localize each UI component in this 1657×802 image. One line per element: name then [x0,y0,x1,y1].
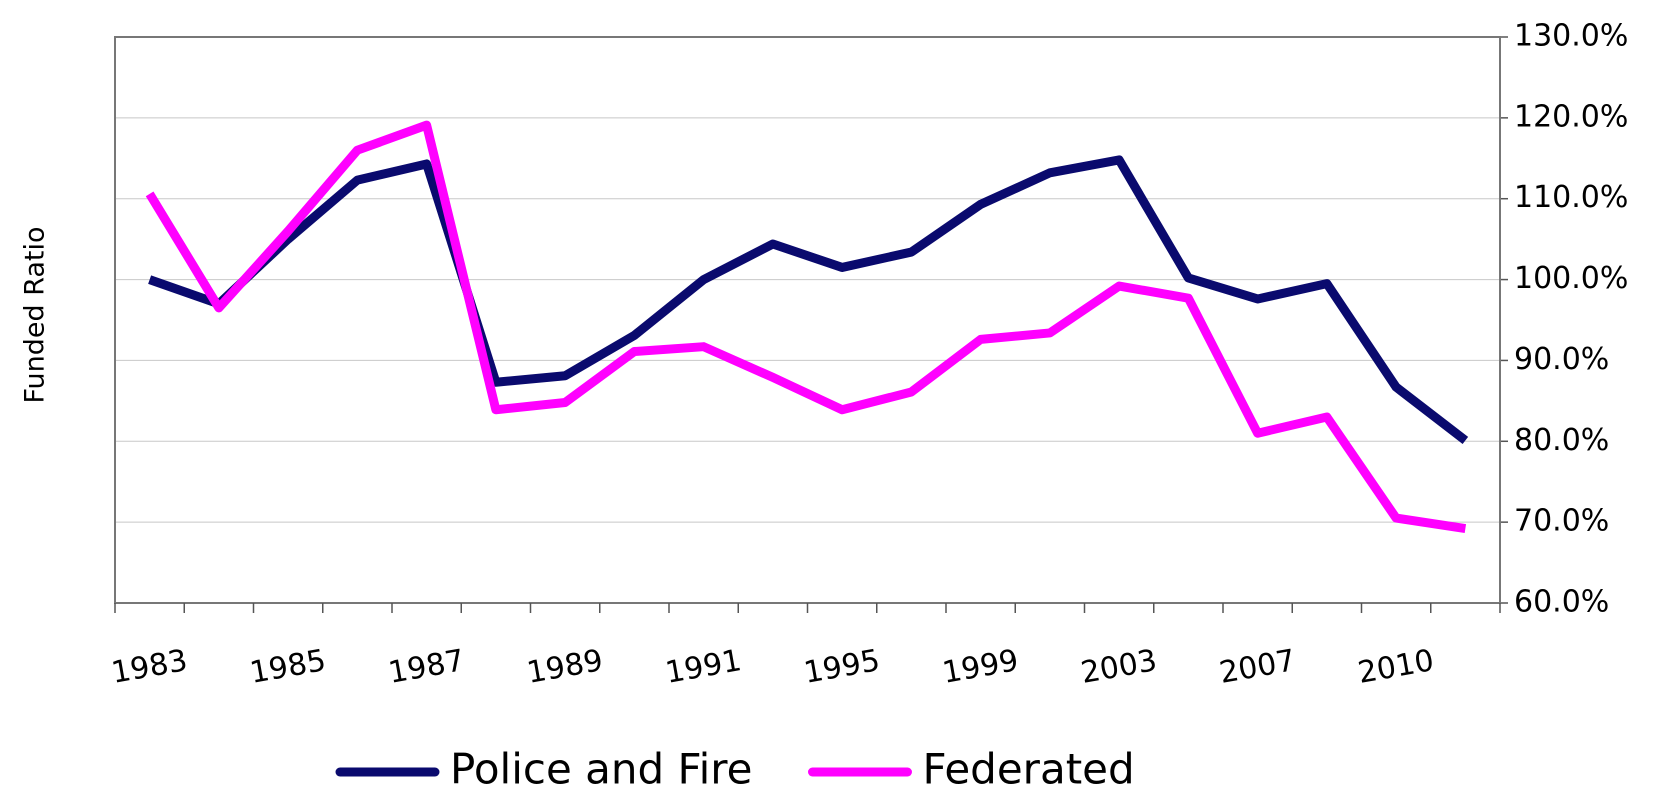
x-tick-label: 1983 [109,643,190,691]
x-tick-label: 2010 [1355,643,1436,691]
y-tick-label: 120.0% [1514,99,1628,134]
y-axis-label: Funded Ratio [20,226,51,403]
legend-label: Police and Fire [450,745,752,794]
y-tick-label: 90.0% [1514,342,1609,377]
x-tick-label: 1995 [801,643,882,691]
x-tick-label: 1999 [940,643,1021,691]
series-line [148,155,1469,445]
x-tick-label: 2003 [1078,643,1159,691]
legend-label: Federated [922,745,1134,794]
x-tick-label: 2007 [1217,643,1298,691]
y-tick-label: 130.0% [1514,19,1628,54]
plot-frame [114,36,1501,604]
y-tick-label: 80.0% [1514,423,1609,458]
x-tick-label: 1985 [247,643,328,691]
y-tick-label: 110.0% [1514,180,1628,215]
x-tick-label: 1987 [386,643,467,691]
y-tick-label: 70.0% [1514,504,1609,539]
x-tick-label: 1989 [524,643,605,691]
y-tick-label: 60.0% [1514,585,1609,620]
series-line [145,120,1467,534]
x-tick-label: 1991 [663,643,744,691]
y-tick-label: 100.0% [1514,261,1628,296]
